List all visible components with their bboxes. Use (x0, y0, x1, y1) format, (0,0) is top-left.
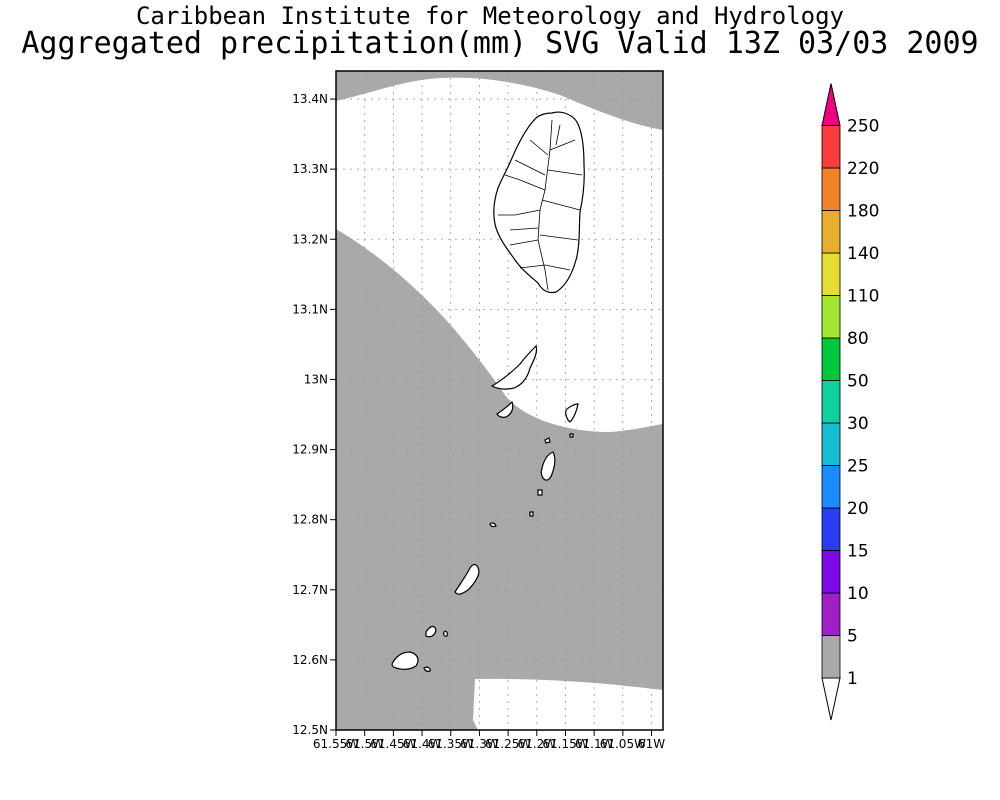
map-panel (335, 70, 664, 731)
colorbar-label: 1 (847, 669, 858, 689)
lon-tick-label: 61.5W (345, 737, 384, 751)
island-baliceaux (565, 403, 579, 423)
lon-tick-label: 61.2W (517, 737, 556, 751)
island-union (454, 563, 480, 595)
colorbar-segment (821, 210, 841, 254)
colorbar-segment (821, 252, 841, 296)
island-bequia (490, 344, 538, 390)
island-saint-vincent (493, 111, 585, 294)
lat-tick-label: 12.6N (292, 653, 328, 667)
island-mustique (496, 400, 514, 418)
precip-areas (336, 71, 663, 730)
island-petite-martinique (443, 630, 448, 637)
latitude-axis: 13.4N 13.3N 13.2N 13.1N 13N 12.9N 12.8N 12.7N 12… (292, 92, 336, 737)
colorbar-label: 250 (847, 117, 879, 137)
colorbar-segment (821, 125, 841, 169)
lon-tick-label: 61.55W (313, 737, 359, 751)
islet-2 (529, 511, 534, 517)
islet-1 (544, 437, 551, 444)
colorbar-label: 110 (847, 287, 879, 307)
watershed-line (549, 139, 576, 151)
watershed-line (509, 239, 539, 246)
title-institute: Caribbean Institute for Meteorology and … (135, 2, 844, 30)
colorbar-segment (821, 635, 841, 679)
colorbar-label: 5 (847, 627, 858, 647)
lat-tick-label: 12.5N (292, 723, 328, 737)
islet-4 (537, 489, 543, 496)
colorbar-label: 80 (847, 329, 869, 349)
colorbar-label: 180 (847, 202, 879, 222)
watershed-line (519, 264, 546, 269)
lat-tick-label: 13.3N (292, 162, 328, 176)
watershed-line (504, 174, 546, 191)
lat-tick-label: 13.4N (292, 92, 328, 106)
lat-tick-label: 13.1N (292, 302, 328, 316)
colorbar-label: 50 (847, 372, 869, 392)
watershed-line (529, 139, 549, 156)
lat-tick-label: 13N (304, 372, 328, 386)
lat-tick-label: 12.7N (292, 583, 328, 597)
map-frame (335, 70, 664, 731)
colorbar-under-triangle (821, 677, 841, 721)
colorbar-segment (821, 465, 841, 509)
colorbar-segment (821, 337, 841, 381)
island-small-south (423, 666, 431, 672)
watershed-line (498, 209, 541, 216)
colorbar-label: 15 (847, 542, 869, 562)
watershed-line (509, 227, 539, 231)
island-canouan (540, 451, 556, 481)
lon-tick-label: 61.15W (542, 737, 588, 751)
lat-tick-label: 12.8N (292, 513, 328, 527)
lat-tick-label: 12.9N (292, 443, 328, 457)
colorbar-label: 10 (847, 584, 869, 604)
colorbar-segment (821, 592, 841, 636)
lon-tick-label: 61.45W (370, 737, 416, 751)
colorbar-segment (821, 295, 841, 339)
watershed-line (539, 234, 579, 241)
watershed-line (555, 124, 561, 146)
lon-tick-label: 61W (638, 737, 665, 751)
lon-tick-label: 61.05W (600, 737, 646, 751)
island-grenada-north (391, 651, 419, 670)
colorbar-segment (821, 507, 841, 551)
colorbar-label: 140 (847, 244, 879, 264)
colorbar-segment (821, 422, 841, 466)
watershed-line (547, 169, 583, 176)
precip-area-south (336, 229, 663, 730)
precip-area-north (336, 71, 663, 130)
colorbar-label: 220 (847, 159, 879, 179)
longitude-axis: 61.55W61.5W61.45W61.4W61.35W61.3W61.25W6… (313, 730, 665, 751)
colorbar-segment (821, 380, 841, 424)
colorbar-label: 30 (847, 414, 869, 434)
island-outlines (391, 111, 585, 672)
lon-tick-label: 61.25W (485, 737, 531, 751)
lat-tick-label: 13.2N (292, 232, 328, 246)
map-gridlines (336, 71, 663, 730)
colorbar-segment (821, 167, 841, 211)
colorbar-label: 25 (847, 457, 869, 477)
colorbar-segment (821, 550, 841, 594)
watershed-line (514, 159, 546, 176)
island-mayreau (489, 522, 497, 528)
lon-tick-label: 61.35W (428, 737, 474, 751)
watershed-line (544, 264, 571, 271)
colorbar-label: 20 (847, 499, 869, 519)
colorbar-over-triangle (821, 83, 841, 126)
lon-tick-label: 61.3W (460, 737, 499, 751)
island-internal-boundaries (498, 119, 583, 291)
islet-3 (569, 433, 574, 438)
lon-tick-label: 61.1W (575, 737, 614, 751)
title-product: Aggregated precipitation(mm) SVG Valid 1… (21, 26, 979, 61)
island-carriacou (425, 625, 437, 638)
watershed-line (541, 199, 581, 211)
lon-tick-label: 61.4W (403, 737, 442, 751)
